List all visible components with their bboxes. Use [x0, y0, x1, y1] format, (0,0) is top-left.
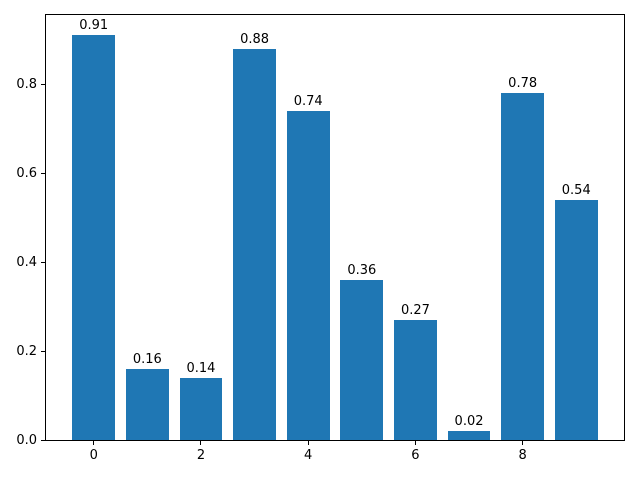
bar [125, 368, 169, 440]
y-axis-tick [41, 83, 45, 85]
bar-value-label: 0.54 [561, 182, 591, 198]
y-axis-tick [41, 172, 45, 174]
x-axis-tick [200, 441, 202, 445]
y-axis-tick [41, 439, 45, 441]
x-axis-tick-label: 2 [196, 448, 206, 463]
y-axis-tick [41, 261, 45, 263]
bar-value-label: 0.14 [186, 360, 216, 376]
y-axis-tick [41, 350, 45, 352]
bar [72, 35, 116, 440]
x-axis-tick-label: 6 [411, 448, 420, 463]
bar-value-label: 0.02 [454, 414, 484, 430]
x-axis-tick-label: 0 [89, 448, 98, 463]
x-axis-tick-label: 8 [518, 448, 527, 463]
bar-value-label: 0.16 [132, 351, 162, 367]
y-axis-tick-label: 0.6 [16, 166, 37, 182]
x-axis-tick [414, 441, 416, 445]
bar [393, 319, 437, 440]
bar-value-label: 0.74 [293, 93, 323, 109]
bar [501, 93, 545, 440]
bar [233, 48, 277, 440]
y-axis-tick-label: 0.4 [16, 255, 37, 271]
y-axis-tick-label: 0.8 [16, 77, 37, 93]
bar [179, 377, 223, 440]
bar-value-label: 0.36 [347, 262, 377, 278]
y-axis-tick-label: 0.0 [16, 433, 37, 448]
x-axis-tick [522, 441, 524, 445]
bar-value-label: 0.78 [508, 76, 538, 92]
bar [286, 110, 330, 440]
x-axis-tick-label: 4 [304, 448, 313, 463]
plot-area: 0.91 0.16 0.14 0.88 0.74 0.36 0.27 0.02 0.78 0.54 [45, 14, 625, 441]
bar [447, 431, 491, 440]
bar-value-label: 0.88 [240, 31, 270, 47]
bar-value-label: 0.91 [79, 18, 109, 34]
x-axis-tick [307, 441, 309, 445]
bar [554, 199, 598, 440]
y-axis-tick-label: 0.2 [16, 344, 37, 360]
x-axis-tick [93, 441, 95, 445]
bar [340, 279, 384, 440]
bar-value-label: 0.27 [400, 302, 430, 318]
